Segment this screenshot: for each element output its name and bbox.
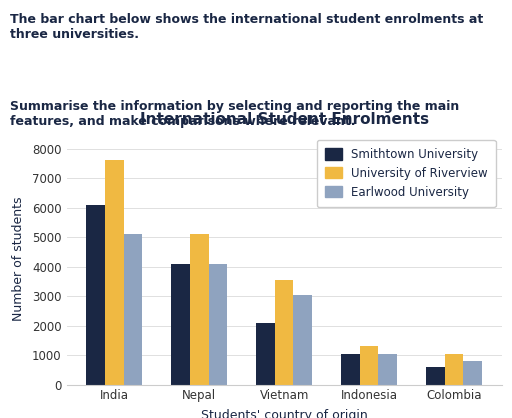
Bar [444,354,463,385]
Text: Summarise the information by selecting and reporting the main features, and make: Summarise the information by selecting a… [10,100,459,128]
Bar [105,161,124,385]
Bar [208,264,227,385]
Bar [360,346,378,385]
X-axis label: Students' country of origin: Students' country of origin [201,409,368,418]
Text: The bar chart below shows the international student enrolments at three universi: The bar chart below shows the internatio… [10,13,483,41]
Title: International Student Enrolments: International Student Enrolments [140,112,429,127]
Bar [124,234,142,385]
Bar [426,367,444,385]
Bar [190,234,208,385]
Legend: Smithtown University, University of Riverview, Earlwood University: Smithtown University, University of Rive… [317,140,496,207]
Bar [293,295,312,385]
Bar [275,280,293,385]
Y-axis label: Number of students: Number of students [12,197,25,321]
Bar [87,204,105,385]
Bar [378,354,397,385]
Bar [256,323,275,385]
Bar [171,264,190,385]
Bar [341,354,360,385]
Bar [463,361,482,385]
